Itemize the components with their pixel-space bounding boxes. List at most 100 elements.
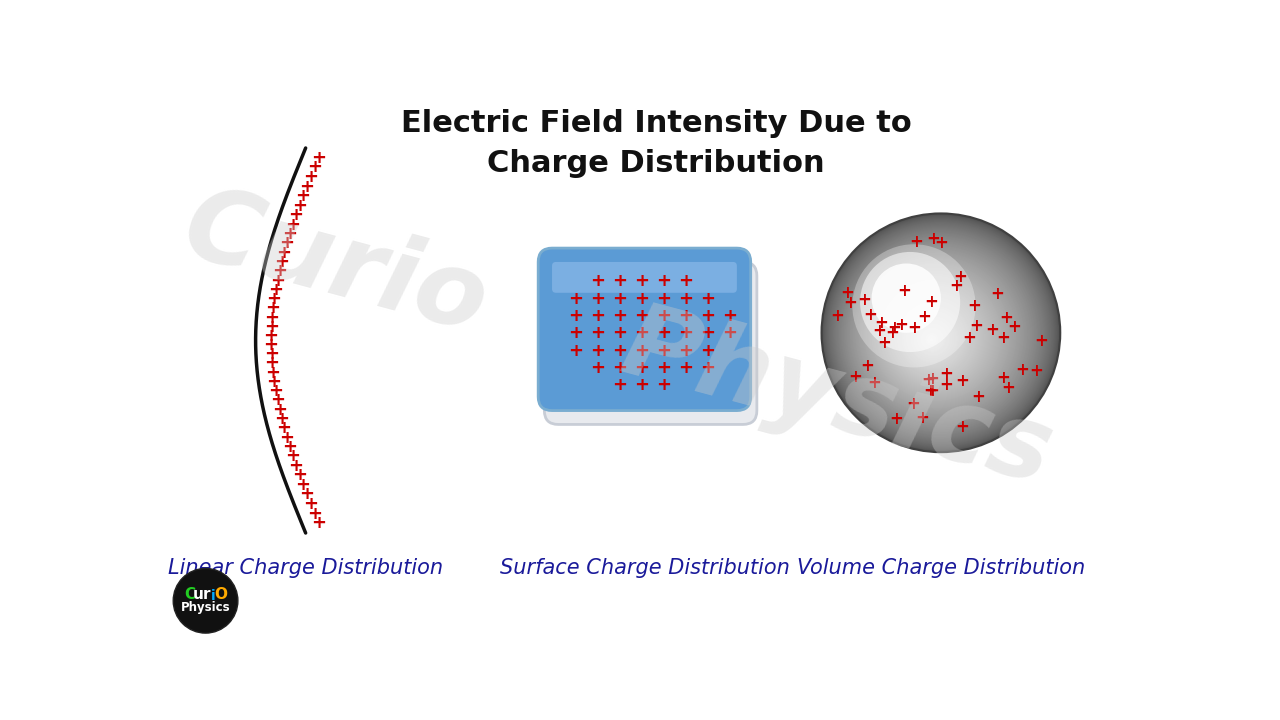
Text: +: +	[292, 197, 307, 215]
Text: +: +	[590, 324, 604, 342]
Text: +: +	[271, 262, 287, 280]
Circle shape	[858, 255, 1019, 415]
Circle shape	[869, 269, 1005, 403]
Text: +: +	[276, 419, 292, 437]
Circle shape	[887, 289, 983, 384]
Text: Physics: Physics	[180, 601, 230, 614]
Text: +: +	[288, 457, 303, 475]
Circle shape	[838, 233, 1041, 436]
Circle shape	[902, 307, 965, 369]
Text: +: +	[264, 336, 279, 354]
FancyBboxPatch shape	[544, 262, 756, 424]
Circle shape	[883, 285, 987, 389]
Text: +: +	[849, 368, 863, 386]
Text: +: +	[700, 324, 714, 342]
Circle shape	[851, 247, 1025, 422]
Text: +: +	[274, 253, 289, 271]
Circle shape	[868, 266, 1006, 405]
Text: r: r	[202, 587, 210, 602]
Text: +: +	[722, 324, 737, 342]
Circle shape	[864, 262, 1011, 409]
Text: +: +	[858, 291, 872, 309]
Circle shape	[859, 256, 1016, 414]
Text: +: +	[972, 387, 986, 405]
Circle shape	[882, 283, 989, 390]
Text: +: +	[893, 316, 908, 334]
Text: +: +	[874, 314, 887, 332]
Text: +: +	[266, 290, 282, 308]
Text: +: +	[567, 307, 582, 325]
Text: C: C	[184, 587, 196, 602]
Circle shape	[842, 238, 1036, 431]
Text: +: +	[634, 341, 649, 359]
Circle shape	[928, 337, 934, 343]
Text: +: +	[655, 272, 671, 290]
Circle shape	[906, 312, 960, 365]
Text: +: +	[655, 376, 671, 394]
Circle shape	[883, 284, 988, 390]
Text: +: +	[266, 373, 282, 391]
Circle shape	[899, 302, 970, 374]
Circle shape	[873, 272, 1000, 400]
Circle shape	[856, 253, 1019, 417]
Text: Electric Field Intensity Due to
Charge Distribution: Electric Field Intensity Due to Charge D…	[401, 109, 911, 178]
Text: +: +	[700, 359, 714, 377]
Circle shape	[842, 237, 1037, 431]
Circle shape	[845, 241, 1033, 428]
Text: +: +	[264, 327, 279, 345]
Circle shape	[897, 301, 972, 374]
Circle shape	[855, 251, 1021, 418]
Text: +: +	[307, 505, 321, 523]
Text: +: +	[655, 341, 671, 359]
Circle shape	[925, 333, 938, 346]
Circle shape	[824, 217, 1057, 449]
Text: +: +	[296, 187, 311, 205]
Text: +: +	[612, 272, 627, 290]
Text: +: +	[909, 233, 923, 251]
Text: +: +	[264, 346, 279, 364]
Circle shape	[929, 338, 933, 342]
Circle shape	[865, 264, 1009, 408]
Circle shape	[879, 280, 992, 393]
Circle shape	[831, 224, 1050, 443]
Circle shape	[832, 225, 1048, 442]
Circle shape	[860, 258, 1015, 413]
Text: +: +	[677, 341, 692, 359]
Circle shape	[822, 213, 1060, 452]
Text: +: +	[677, 272, 692, 290]
Text: +: +	[908, 319, 922, 337]
Circle shape	[887, 288, 984, 386]
Circle shape	[914, 320, 952, 358]
Circle shape	[927, 335, 937, 345]
Text: +: +	[311, 514, 326, 532]
Text: +: +	[844, 294, 858, 312]
Text: +: +	[271, 400, 287, 418]
Text: +: +	[612, 376, 627, 394]
Text: +: +	[867, 374, 881, 392]
Circle shape	[909, 314, 959, 364]
Circle shape	[867, 265, 1007, 406]
Text: +: +	[265, 354, 279, 372]
Text: +: +	[567, 341, 582, 359]
Circle shape	[835, 228, 1046, 439]
Text: +: +	[303, 495, 317, 513]
Text: +: +	[831, 307, 845, 325]
Text: +: +	[612, 307, 627, 325]
Circle shape	[847, 243, 1030, 426]
Circle shape	[922, 328, 943, 350]
Circle shape	[893, 296, 977, 379]
Circle shape	[922, 330, 942, 349]
Circle shape	[861, 260, 1012, 411]
Text: O: O	[215, 587, 228, 602]
Text: +: +	[677, 307, 692, 325]
Circle shape	[836, 229, 1044, 438]
Circle shape	[913, 318, 954, 359]
Circle shape	[905, 310, 963, 367]
Text: +: +	[906, 395, 919, 413]
Circle shape	[861, 258, 1014, 412]
Text: +: +	[288, 206, 303, 224]
Circle shape	[837, 231, 1042, 436]
Circle shape	[919, 325, 946, 353]
Circle shape	[852, 244, 975, 367]
Circle shape	[913, 319, 952, 359]
